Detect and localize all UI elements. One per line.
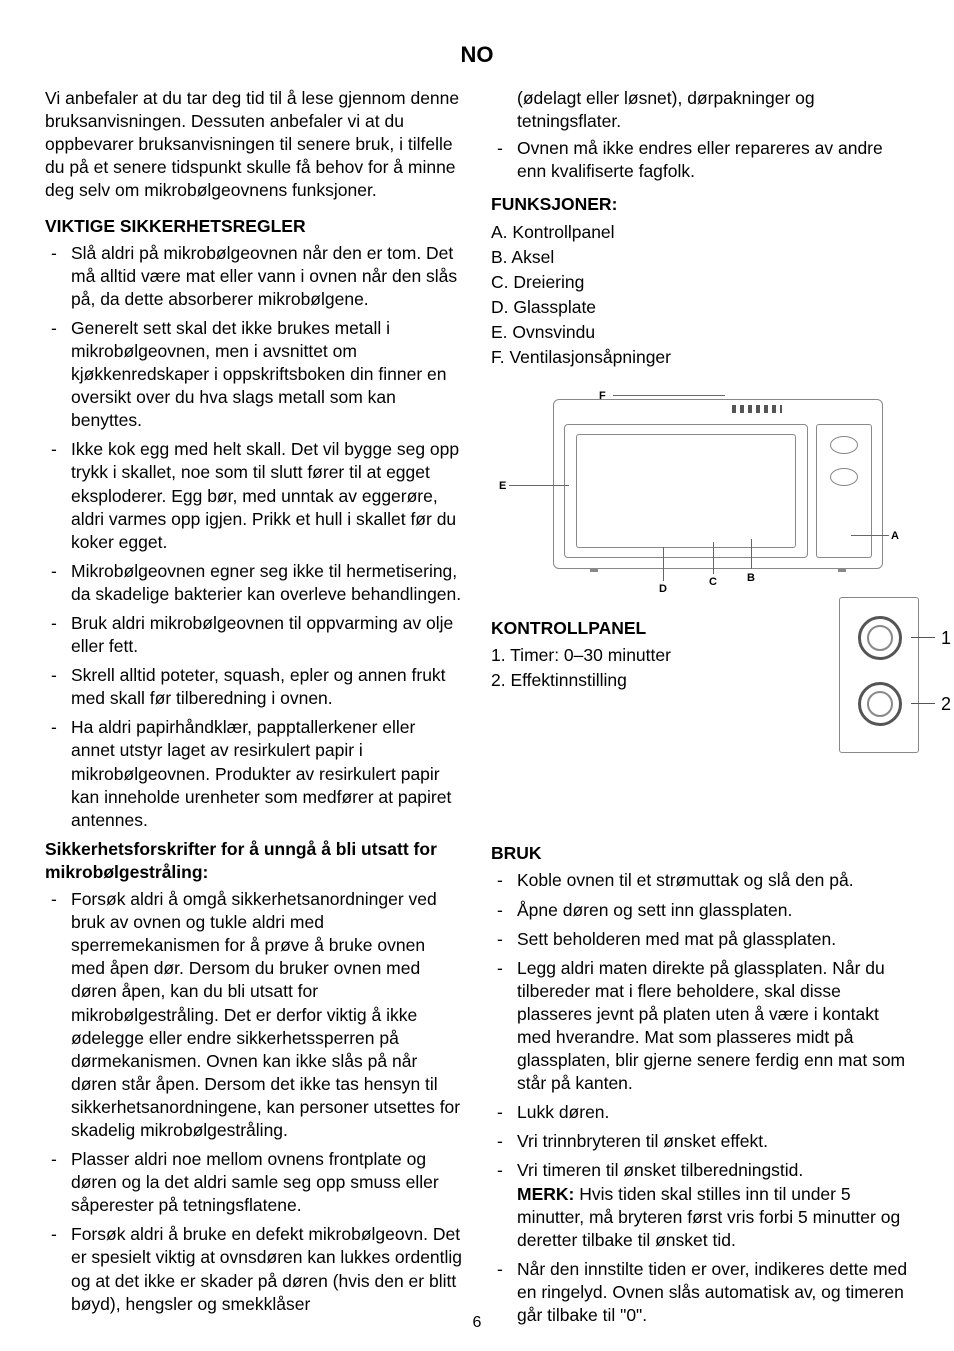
list-item: D. Glassplate bbox=[491, 296, 909, 319]
list-item: Bruk aldri mikrobølgeovnen til oppvarmin… bbox=[45, 612, 463, 658]
leader-line bbox=[613, 395, 725, 396]
leader-line bbox=[663, 547, 664, 581]
kontrollpanel-section: KONTROLLPANEL 1. Timer: 0–30 minutter 2.… bbox=[491, 617, 909, 692]
dial-icon bbox=[858, 682, 902, 726]
panel-label-2: 2 bbox=[941, 693, 951, 717]
heading-exposure: Sikkerhetsforskrifter for å unngå å bli … bbox=[45, 838, 463, 884]
heading-functions: FUNKSJONER: bbox=[491, 193, 909, 216]
intro-paragraph: Vi anbefaler at du tar deg tid til å les… bbox=[45, 87, 463, 202]
list-item: Slå aldri på mikrobølgeovnen når den er … bbox=[45, 242, 463, 311]
dial-inner-icon bbox=[867, 625, 893, 651]
leader-line bbox=[509, 485, 569, 486]
diagram-label-b: B bbox=[747, 571, 755, 586]
dial-icon bbox=[830, 436, 858, 454]
heading-bruk: BRUK bbox=[491, 842, 909, 865]
leader-line bbox=[851, 535, 889, 536]
content-columns: Vi anbefaler at du tar deg tid til å les… bbox=[45, 87, 909, 1333]
functions-list: A. Kontrollpanel B. Aksel C. Dreiering D… bbox=[491, 221, 909, 370]
microwave-diagram: F E A D C B bbox=[491, 387, 909, 607]
panel-label-1: 1 bbox=[941, 627, 951, 651]
list-item: F. Ventilasjonsåpninger bbox=[491, 346, 909, 369]
list-item: Ovnen må ikke endres eller repareres av … bbox=[491, 137, 909, 183]
list-item: A. Kontrollpanel bbox=[491, 221, 909, 244]
list-item: B. Aksel bbox=[491, 246, 909, 269]
leader-line bbox=[911, 703, 935, 704]
list-item: Ikke kok egg med helt skall. Det vil byg… bbox=[45, 438, 463, 553]
list-item: Koble ovnen til et strømuttak og slå den… bbox=[491, 869, 909, 892]
diagram-label-a: A bbox=[891, 529, 899, 544]
right-column: (ødelagt eller løsnet), dørpakninger og … bbox=[491, 87, 909, 1333]
list-item: Åpne døren og sett inn glassplaten. bbox=[491, 899, 909, 922]
heading-safety: VIKTIGE SIKKERHETSREGLER bbox=[45, 215, 463, 238]
diagram-label-f: F bbox=[599, 389, 606, 404]
dial-icon bbox=[830, 468, 858, 486]
list-item: E. Ovnsvindu bbox=[491, 321, 909, 344]
diagram-label-e: E bbox=[499, 479, 506, 494]
window-icon bbox=[576, 434, 796, 548]
dial-icon bbox=[858, 616, 902, 660]
exposure-list: Forsøk aldri å omgå sikkerhetsanordninge… bbox=[45, 888, 463, 1316]
list-item: Sett beholderen med mat på glassplaten. bbox=[491, 928, 909, 951]
page-title: NO bbox=[45, 40, 909, 69]
list-item: Generelt sett skal det ikke brukes metal… bbox=[45, 317, 463, 432]
list-item: Ha aldri papirhåndklær, papptallerkener … bbox=[45, 716, 463, 831]
list-item: Forsøk aldri å omgå sikkerhetsanordninge… bbox=[45, 888, 463, 1142]
leader-line bbox=[713, 542, 714, 574]
list-item: Vri trinnbryteren til ønsket effekt. bbox=[491, 1130, 909, 1153]
list-item: Legg aldri maten direkte på glassplaten.… bbox=[491, 957, 909, 1096]
list-item: Forsøk aldri å bruke en defekt mikrobølg… bbox=[45, 1223, 463, 1315]
diagram-label-c: C bbox=[709, 575, 717, 590]
panel-illustration bbox=[839, 597, 919, 753]
safety-list: Slå aldri på mikrobølgeovnen når den er … bbox=[45, 242, 463, 832]
foot-icon bbox=[838, 568, 846, 572]
list-item: Skrell alltid poteter, squash, epler og … bbox=[45, 664, 463, 710]
page-number: 6 bbox=[0, 1312, 954, 1333]
foot-icon bbox=[590, 568, 598, 572]
leader-line bbox=[751, 539, 752, 569]
top-list-cont: Ovnen må ikke endres eller repareres av … bbox=[491, 137, 909, 183]
list-item: Lukk døren. bbox=[491, 1101, 909, 1124]
merk-bold: MERK: bbox=[517, 1184, 574, 1204]
merk-text: Hvis tiden skal stilles inn til under 5 … bbox=[517, 1184, 900, 1250]
dial-inner-icon bbox=[867, 691, 893, 717]
list-item: C. Dreiering bbox=[491, 271, 909, 294]
left-column: Vi anbefaler at du tar deg tid til å les… bbox=[45, 87, 463, 1333]
list-item: Vri timeren til ønsket tilberedningstid.… bbox=[491, 1159, 909, 1251]
continuation-text: (ødelagt eller løsnet), dørpakninger og … bbox=[491, 87, 909, 133]
merk-pre: Vri timeren til ønsket tilberedningstid. bbox=[517, 1160, 803, 1180]
microwave-body bbox=[553, 399, 883, 569]
diagram-label-d: D bbox=[659, 582, 667, 597]
vents-icon bbox=[732, 405, 782, 413]
leader-line bbox=[911, 637, 935, 638]
list-item: Mikrobølgeovnen egner seg ikke til herme… bbox=[45, 560, 463, 606]
list-item: Plasser aldri noe mellom ovnens frontpla… bbox=[45, 1148, 463, 1217]
bruk-list: Koble ovnen til et strømuttak og slå den… bbox=[491, 869, 909, 1327]
